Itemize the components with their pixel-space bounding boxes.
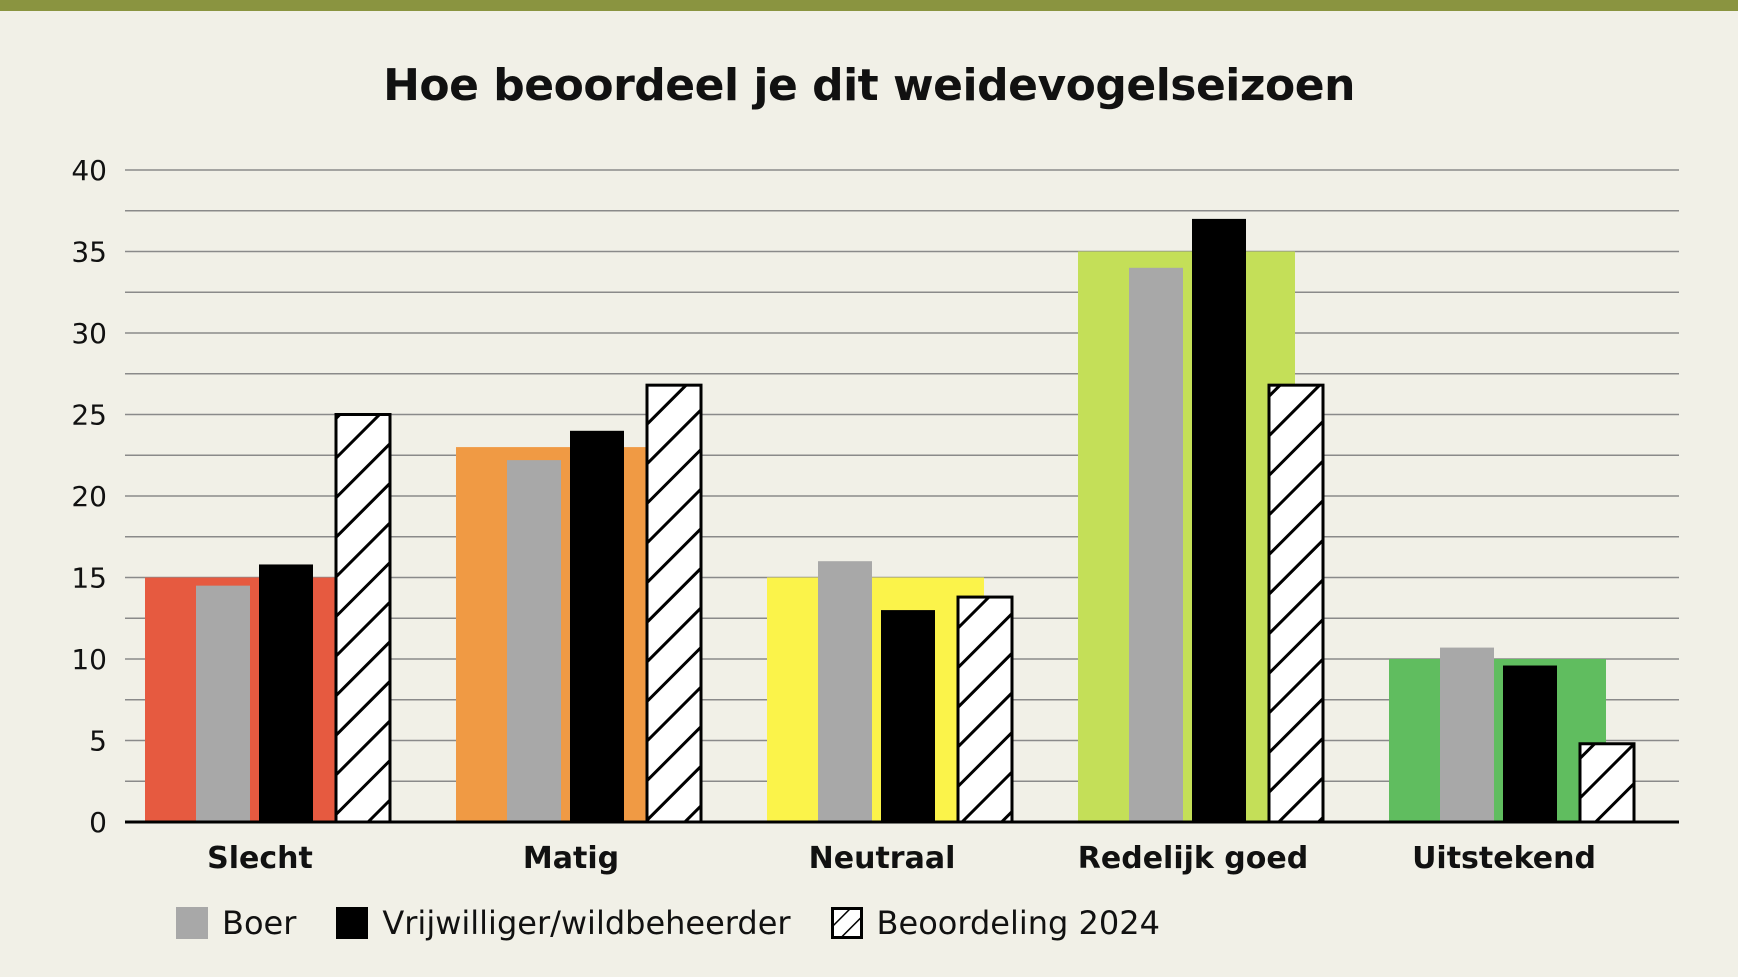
legend-item-beoordeling: Beoordeling 2024 [830, 904, 1160, 942]
y-tick-label: 15 [71, 562, 107, 595]
bar-boer [507, 460, 561, 822]
y-tick-label: 20 [71, 480, 107, 513]
x-category-label: Redelijk goed [1078, 841, 1308, 876]
bar-vrijwilliger [259, 564, 313, 822]
chart-title: Hoe beoordeel je dit weidevogelseizoen [383, 60, 1355, 111]
legend-item-vrijwilliger: Vrijwilliger/wildbeheerder [336, 904, 791, 942]
bar-vrijwilliger [570, 430, 624, 822]
top-accent-bar [0, 0, 1738, 11]
bar-category-background [1389, 659, 1606, 822]
y-tick-label: 25 [71, 399, 107, 432]
bar-beoordeling-2024 [645, 383, 703, 824]
bars [145, 218, 1636, 824]
bar-boer [818, 561, 872, 822]
legend-label: Vrijwilliger/wildbeheerder [382, 904, 791, 942]
bar-boer [1440, 647, 1494, 822]
bar-vrijwilliger [1503, 665, 1557, 822]
x-category-label: Uitstekend [1412, 841, 1596, 876]
vrijwilliger-swatch-icon [336, 907, 369, 939]
y-tick-label: 5 [89, 725, 107, 758]
legend-item-boer: Boer [176, 904, 296, 942]
bar-vrijwilliger [1192, 218, 1246, 822]
bar-category-background [1078, 251, 1295, 822]
bar-category-background [456, 447, 673, 822]
bar-boer [1129, 267, 1183, 822]
bar-beoordeling-2024 [334, 413, 392, 824]
bar-beoordeling-2024 [956, 595, 1014, 824]
axes: 0 5 10 15 20 25 30 35 40 Slecht Matig Neutraal Redel… [71, 154, 1679, 876]
bar-beoordeling-2024 [1578, 742, 1636, 824]
hatched-swatch-icon [830, 907, 863, 939]
legend-label: Boer [222, 904, 297, 942]
x-category-label: Slecht [207, 841, 313, 876]
bar-category-background [767, 577, 984, 822]
bar-beoordeling-2024 [1267, 383, 1325, 824]
x-category-label: Neutraal [809, 841, 956, 876]
legend-label: Beoordeling 2024 [876, 904, 1160, 942]
bar-boer [196, 585, 250, 822]
bar-vrijwilliger [881, 610, 935, 822]
x-category-label: Matig [523, 841, 619, 876]
y-tick-label: 10 [71, 643, 107, 676]
y-tick-label: 40 [71, 154, 107, 187]
boer-swatch-icon [176, 907, 208, 939]
legend: Boer Vrijwilliger/wildbeheerder Beoordel… [176, 898, 1200, 948]
y-tick-label: 0 [89, 806, 107, 839]
y-tick-label: 35 [71, 236, 107, 269]
y-tick-label: 30 [71, 317, 107, 350]
bar-category-background [145, 577, 362, 822]
